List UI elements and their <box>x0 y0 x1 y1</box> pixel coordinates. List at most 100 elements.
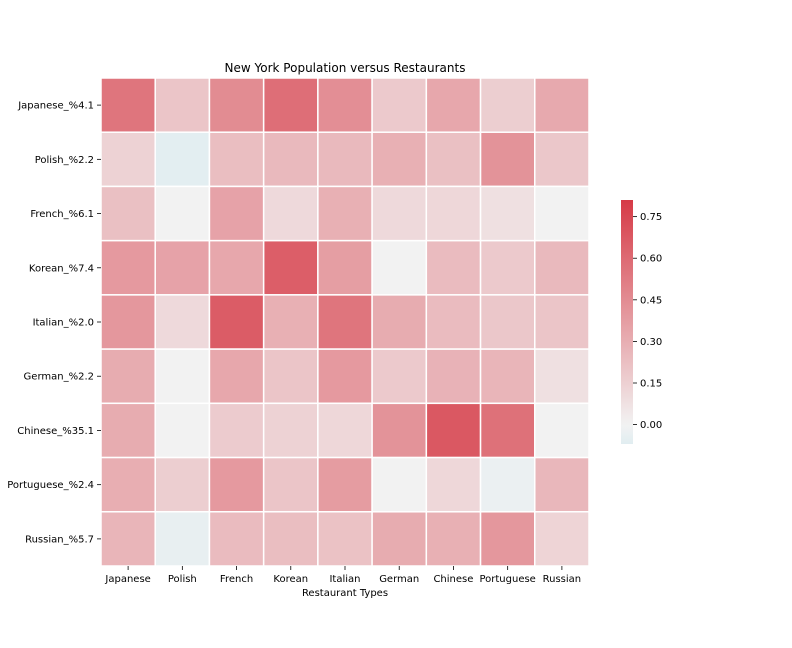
heatmap-cell <box>154 348 211 405</box>
heatmap-cell <box>425 185 482 242</box>
heatmap-cell <box>371 77 428 133</box>
heatmap-cell <box>371 294 428 350</box>
colorbar-gradient <box>621 200 633 444</box>
heatmap-cell <box>208 131 265 188</box>
heatmap-cell <box>479 185 536 242</box>
x-tick-label: French <box>220 574 253 585</box>
y-tick-label: Polish_%2.2 <box>35 155 94 166</box>
heatmap-cell <box>208 294 265 350</box>
y-tick-label: French_%6.1 <box>30 209 94 220</box>
heatmap-cell <box>534 185 590 242</box>
heatmap-cell <box>208 348 265 405</box>
heatmap-cell <box>317 402 373 459</box>
heatmap-cell <box>154 511 211 567</box>
heatmap-cell <box>100 131 156 188</box>
heatmap-cell <box>262 185 319 242</box>
heatmap-cell <box>371 348 428 405</box>
heatmap-cell <box>262 294 319 350</box>
heatmap-cell <box>154 239 211 296</box>
heatmap-cell <box>425 456 482 513</box>
heatmap-cell <box>371 239 428 296</box>
x-tick-label: Polish <box>168 574 197 585</box>
heatmap-cell <box>534 294 590 350</box>
y-tick-label: German_%2.2 <box>24 372 94 383</box>
heatmap-cell <box>317 456 373 513</box>
heatmap-cell <box>154 294 211 350</box>
heatmap-cell <box>371 511 428 567</box>
heatmap-cell <box>208 511 265 567</box>
heatmap-cell <box>262 402 319 459</box>
chart-title: New York Population versus Restaurants <box>225 61 466 75</box>
heatmap-cell <box>208 402 265 459</box>
y-tick-label: Chinese_%35.1 <box>17 426 94 437</box>
heatmap-cell <box>425 77 482 133</box>
x-tick-label: Japanese <box>104 574 150 585</box>
heatmap-cell <box>479 511 536 567</box>
y-tick-label: Portuguese_%2.4 <box>7 480 94 491</box>
heatmap-cell <box>371 131 428 188</box>
colorbar-tick-label: 0.75 <box>640 212 662 223</box>
x-tick-label: Chinese <box>433 574 473 585</box>
heatmap-cell <box>425 402 482 459</box>
heatmap-cell <box>154 402 211 459</box>
heatmap-cell <box>100 185 156 242</box>
heatmap-cell <box>317 348 373 405</box>
heatmap-cell <box>479 239 536 296</box>
heatmap-cell <box>100 456 156 513</box>
heatmap-cell <box>425 511 482 567</box>
x-axis-label: Restaurant Types <box>302 588 388 599</box>
heatmap-cell <box>262 456 319 513</box>
heatmap-cell <box>262 239 319 296</box>
colorbar-tick-label: 0.60 <box>640 254 662 265</box>
heatmap-cell <box>317 131 373 188</box>
heatmap-cell <box>425 131 482 188</box>
heatmap-cell <box>262 511 319 567</box>
heatmap-cell <box>479 402 536 459</box>
y-tick-label: Japanese_%4.1 <box>17 101 94 112</box>
heatmap-cell <box>262 131 319 188</box>
heatmap-cell <box>154 131 211 188</box>
heatmap-cell <box>317 239 373 296</box>
colorbar-tick-label: 0.00 <box>640 420 662 431</box>
heatmap-cell <box>317 77 373 133</box>
x-tick-label: Italian <box>329 574 360 585</box>
heatmap-cell <box>317 294 373 350</box>
heatmap-cell <box>100 294 156 350</box>
heatmap-cell <box>371 402 428 459</box>
heatmap-cell <box>317 511 373 567</box>
y-tick-label: Italian_%2.0 <box>33 318 94 329</box>
heatmap-cell <box>425 294 482 350</box>
x-axis-tick-labels: Japanese Polish French Korean Italian German C… <box>104 566 581 585</box>
colorbar <box>621 200 633 444</box>
heatmap-cell <box>100 348 156 405</box>
colorbar-tick-labels: 0.00 0.15 0.30 0.45 0.60 0.75 <box>633 212 662 431</box>
heatmap-cell <box>534 402 590 459</box>
heatmap-cell <box>534 77 590 133</box>
heatmap-cell <box>479 294 536 350</box>
heatmap-cell <box>425 239 482 296</box>
y-axis-tick-labels: Japanese_%4.1 Polish_%2.2 French_%6.1 Korea… <box>7 101 101 545</box>
y-tick-label: Korean_%7.4 <box>29 263 94 274</box>
heatmap-cell <box>100 239 156 296</box>
x-tick-label: Korean <box>273 574 308 585</box>
x-tick-label: Russian <box>543 574 582 585</box>
heatmap-cell <box>262 348 319 405</box>
x-tick-label: German <box>379 574 419 585</box>
heatmap-cell <box>479 77 536 133</box>
heatmap-cell <box>371 185 428 242</box>
heatmap-cell <box>534 456 590 513</box>
heatmap-cell <box>208 239 265 296</box>
heatmap-cells <box>100 77 590 567</box>
x-tick-label: Portuguese <box>479 574 535 585</box>
heatmap-cell <box>479 131 536 188</box>
y-tick-label: Russian_%5.7 <box>25 534 94 545</box>
heatmap-cell <box>100 402 156 459</box>
heatmap-cell <box>262 77 319 133</box>
heatmap-cell <box>534 131 590 188</box>
heatmap-cell <box>154 456 211 513</box>
heatmap-cell <box>534 348 590 405</box>
heatmap-cell <box>425 348 482 405</box>
heatmap-cell <box>534 239 590 296</box>
heatmap-cell <box>208 185 265 242</box>
